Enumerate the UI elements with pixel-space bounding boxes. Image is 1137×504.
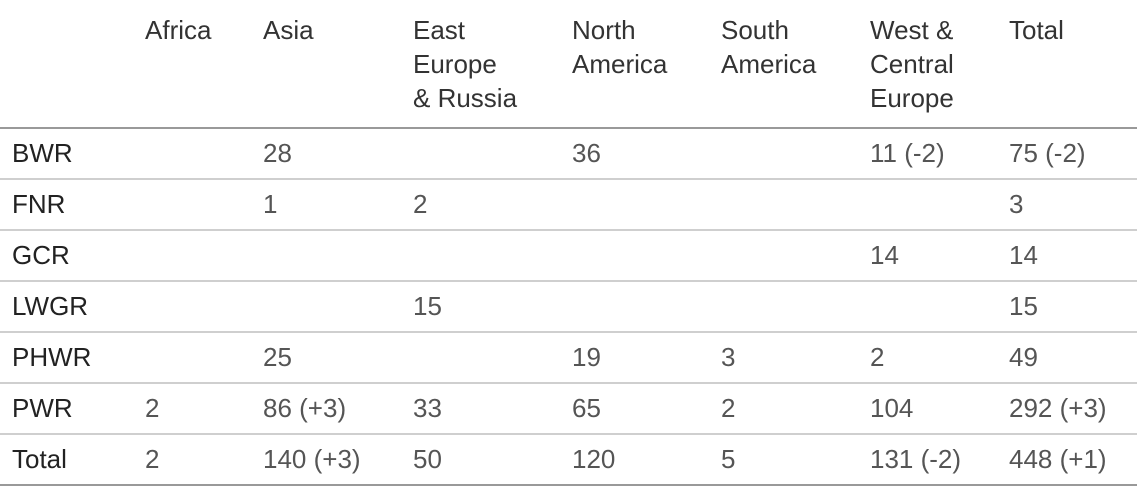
table-cell: 25 xyxy=(251,332,401,384)
table-cell: 448 (+1) xyxy=(997,434,1137,486)
table-row-lwgr: LWGR 15 15 xyxy=(0,281,1137,333)
table-cell xyxy=(133,179,251,231)
row-label: PHWR xyxy=(0,332,133,384)
table-cell: 3 xyxy=(997,179,1137,231)
reactor-table: Africa Asia East Europe & Russia North A… xyxy=(0,0,1137,486)
table-cell xyxy=(560,179,709,231)
table-cell: 140 (+3) xyxy=(251,434,401,486)
header-west-central-europe: West & Central Europe xyxy=(858,0,997,129)
row-label: PWR xyxy=(0,383,133,435)
table-cell: 15 xyxy=(401,281,560,333)
header-south-america: South America xyxy=(709,0,858,129)
table-cell: 14 xyxy=(858,230,997,282)
table-cell xyxy=(133,230,251,282)
table-cell: 2 xyxy=(709,383,858,435)
table-cell: 36 xyxy=(560,128,709,180)
table-cell: 33 xyxy=(401,383,560,435)
table-row-pwr: PWR 2 86 (+3) 33 65 2 104 292 (+3) xyxy=(0,383,1137,435)
table-row-total: Total 2 140 (+3) 50 120 5 131 (-2) 448 (… xyxy=(0,434,1137,486)
table-cell xyxy=(560,281,709,333)
table-cell xyxy=(709,230,858,282)
table-row-fnr: FNR 1 2 3 xyxy=(0,179,1137,231)
table-cell xyxy=(560,230,709,282)
table-cell xyxy=(133,332,251,384)
table-cell xyxy=(709,128,858,180)
table-cell xyxy=(858,179,997,231)
header-north-america: North America xyxy=(560,0,709,129)
table-cell: 2 xyxy=(133,434,251,486)
table-cell: 1 xyxy=(251,179,401,231)
table-row-phwr: PHWR 25 19 3 2 49 xyxy=(0,332,1137,384)
table-cell: 19 xyxy=(560,332,709,384)
table-cell: 120 xyxy=(560,434,709,486)
table-cell: 50 xyxy=(401,434,560,486)
table-cell: 292 (+3) xyxy=(997,383,1137,435)
table-cell: 5 xyxy=(709,434,858,486)
table-cell: 2 xyxy=(858,332,997,384)
table-cell: 2 xyxy=(133,383,251,435)
header-asia: Asia xyxy=(251,0,401,129)
table-cell xyxy=(709,179,858,231)
header-row: Africa Asia East Europe & Russia North A… xyxy=(0,0,1137,129)
table-cell xyxy=(401,230,560,282)
row-label: Total xyxy=(0,434,133,486)
table-cell: 131 (-2) xyxy=(858,434,997,486)
table-cell xyxy=(709,281,858,333)
table-row-gcr: GCR 14 14 xyxy=(0,230,1137,282)
table-cell xyxy=(401,128,560,180)
table-cell: 14 xyxy=(997,230,1137,282)
table-cell xyxy=(133,281,251,333)
table-cell: 15 xyxy=(997,281,1137,333)
table-cell xyxy=(251,281,401,333)
table-cell xyxy=(133,128,251,180)
header-total: Total xyxy=(997,0,1137,129)
table-cell xyxy=(858,281,997,333)
table-cell: 65 xyxy=(560,383,709,435)
row-label: LWGR xyxy=(0,281,133,333)
table-cell: 104 xyxy=(858,383,997,435)
table-cell: 75 (-2) xyxy=(997,128,1137,180)
table-cell xyxy=(251,230,401,282)
table-row-bwr: BWR 28 36 11 (-2) 75 (-2) xyxy=(0,128,1137,180)
table-cell: 86 (+3) xyxy=(251,383,401,435)
table-cell: 28 xyxy=(251,128,401,180)
table-cell: 49 xyxy=(997,332,1137,384)
header-africa: Africa xyxy=(133,0,251,129)
table-cell: 3 xyxy=(709,332,858,384)
table-cell xyxy=(401,332,560,384)
row-label: BWR xyxy=(0,128,133,180)
table-cell: 11 (-2) xyxy=(858,128,997,180)
row-label: GCR xyxy=(0,230,133,282)
header-corner xyxy=(0,0,133,129)
header-east-europe-russia: East Europe & Russia xyxy=(401,0,560,129)
row-label: FNR xyxy=(0,179,133,231)
table-cell: 2 xyxy=(401,179,560,231)
